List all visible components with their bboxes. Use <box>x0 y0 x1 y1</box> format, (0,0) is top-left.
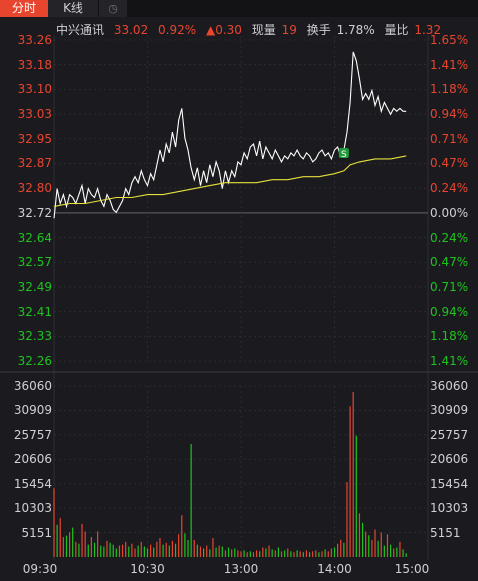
percent-tick-label: 0.47% <box>430 255 469 270</box>
volume-tick-label-right: 10303 <box>430 501 469 516</box>
price-tick-label: 32.26 <box>17 354 52 368</box>
percent-tick-label: 0.24% <box>430 181 469 196</box>
time-tick-label: 14:00 <box>317 562 352 576</box>
ratio-value: 1.32 <box>414 23 442 37</box>
time-tick-label: 13:00 <box>223 562 259 576</box>
stock-name: 中兴通讯 <box>56 23 105 37</box>
change-percent: 0.92% <box>158 23 197 37</box>
volume-tick-label: 20606 <box>13 452 52 467</box>
volume-tick-label: 30909 <box>13 403 52 418</box>
volume-tick-label-right: 36060 <box>430 379 469 393</box>
percent-tick-label: 0.94% <box>430 107 469 122</box>
time-tick-label: 09:30 <box>22 562 58 576</box>
volume-label: 现量 <box>251 23 276 37</box>
time-tick-label: 15:00 <box>394 562 430 576</box>
tab-intraday[interactable]: 分时 <box>0 0 48 17</box>
volume-tick-label-right: 30909 <box>430 403 469 418</box>
tab-bar: 分时 K线 ◷ <box>0 0 478 17</box>
volume-tick-label: 5151 <box>21 525 52 540</box>
percent-tick-label: 1.41% <box>430 57 469 72</box>
percent-tick-label: 0.71% <box>430 131 469 146</box>
volume-value: 19 <box>281 23 297 37</box>
percent-tick-label: 1.41% <box>430 354 469 368</box>
quote-header: 中兴通讯 33.02 0.92% ▲0.30 现量 19 换手 1.78% 量比… <box>56 21 447 38</box>
volume-tick-label: 15454 <box>13 476 52 491</box>
turnover-value: 1.78% <box>336 23 375 37</box>
price-tick-label: 32.57 <box>17 255 52 270</box>
signal-marker <box>338 147 349 158</box>
price-tick-label: 32.33 <box>17 329 52 344</box>
price-tick-label: 32.87 <box>17 156 52 171</box>
price-tick-label: 32.80 <box>17 181 52 196</box>
volume-tick-label: 36060 <box>13 379 52 393</box>
price-tick-label: 32.72 <box>17 205 52 220</box>
price-tick-label: 33.26 <box>17 33 52 47</box>
volume-tick-label-right: 25757 <box>430 427 469 442</box>
turnover-label: 换手 <box>306 23 331 37</box>
refresh-icon[interactable]: ◷ <box>99 0 127 17</box>
price-tick-label: 33.18 <box>17 57 52 72</box>
price-tick-label: 32.49 <box>17 279 52 294</box>
ratio-label: 量比 <box>384 23 409 37</box>
average-line <box>53 155 407 207</box>
price-line <box>53 51 407 219</box>
volume-tick-label: 25757 <box>13 427 52 442</box>
volume-tick-label-right: 5151 <box>430 525 461 540</box>
price-tick-label: 32.64 <box>17 230 52 245</box>
last-price: 33.02 <box>113 23 149 37</box>
change-amount: ▲0.30 <box>205 23 242 37</box>
signal-marker-label: S <box>341 150 347 160</box>
percent-tick-label: 0.94% <box>430 304 469 319</box>
percent-tick-label: 0.24% <box>430 230 469 245</box>
percent-tick-label: 1.18% <box>430 82 469 97</box>
volume-tick-label-right: 20606 <box>430 452 469 467</box>
percent-tick-label: 0.00% <box>430 205 469 220</box>
price-tick-label: 33.03 <box>17 107 52 122</box>
price-tick-label: 32.95 <box>17 131 52 146</box>
volume-tick-label: 10303 <box>13 501 52 516</box>
percent-tick-label: 0.47% <box>430 156 469 171</box>
tab-kline[interactable]: K线 <box>48 0 99 17</box>
time-tick-label: 10:30 <box>130 562 165 576</box>
price-tick-label: 32.41 <box>17 304 52 319</box>
percent-tick-label: 1.65% <box>430 33 469 47</box>
percent-tick-label: 0.71% <box>430 279 469 294</box>
price-tick-label: 33.10 <box>17 82 52 97</box>
percent-tick-label: 1.18% <box>430 329 469 344</box>
volume-tick-label-right: 15454 <box>430 476 469 491</box>
